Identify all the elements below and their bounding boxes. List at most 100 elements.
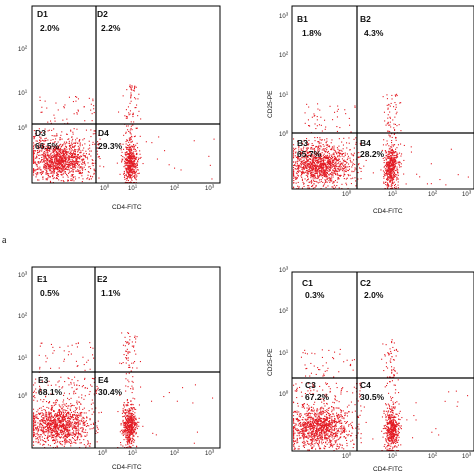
event-dot — [325, 172, 327, 174]
event-dot — [389, 152, 391, 154]
event-dot — [131, 179, 133, 181]
event-dot — [57, 419, 59, 421]
event-dot — [59, 144, 61, 146]
event-dot — [56, 433, 58, 435]
event-dot — [135, 423, 137, 425]
event-dot — [100, 411, 102, 413]
y-tick-label: 100 — [279, 130, 289, 139]
event-dot — [60, 174, 62, 176]
event-dot — [46, 147, 48, 149]
event-dot — [317, 170, 319, 172]
event-dot — [39, 385, 41, 387]
event-dot — [36, 155, 38, 157]
event-dot — [48, 422, 50, 424]
event-dot — [93, 130, 95, 132]
event-dot — [66, 426, 68, 428]
event-dot — [315, 170, 317, 172]
event-dot — [382, 157, 384, 159]
event-dot — [68, 399, 70, 401]
event-dot — [33, 161, 35, 163]
event-dot — [311, 169, 313, 171]
event-dot — [397, 178, 399, 180]
event-dot — [43, 413, 45, 415]
event-dot — [65, 151, 67, 153]
event-dot — [41, 439, 43, 441]
event-dot — [321, 152, 323, 154]
event-dot — [43, 443, 45, 445]
event-dot — [42, 413, 44, 415]
event-dot — [66, 428, 68, 430]
event-dot — [36, 429, 38, 431]
event-dot — [58, 164, 60, 166]
event-dot — [77, 422, 79, 424]
event-dot — [331, 139, 333, 141]
event-dot — [126, 164, 128, 166]
event-dot — [396, 153, 398, 155]
event-dot — [129, 174, 131, 176]
event-dot — [312, 180, 314, 182]
event-dot — [339, 169, 341, 171]
event-dot — [393, 127, 395, 129]
event-dot — [70, 129, 72, 131]
event-dot — [132, 151, 134, 153]
event-dot — [390, 146, 392, 148]
event-dot — [62, 414, 64, 416]
event-dot — [84, 155, 86, 157]
event-dot — [88, 179, 90, 181]
event-dot — [70, 425, 72, 427]
event-dot — [53, 172, 55, 174]
y-tick-label: 102 — [279, 51, 289, 60]
event-dot — [388, 162, 390, 164]
event-dot — [385, 158, 387, 160]
event-dot — [47, 148, 49, 150]
event-dot — [66, 166, 68, 168]
event-dot — [127, 432, 129, 434]
event-dot — [56, 419, 58, 421]
event-dot — [55, 150, 57, 152]
event-dot — [318, 141, 320, 143]
event-dot — [358, 156, 360, 158]
event-dot — [331, 180, 333, 182]
event-dot — [62, 386, 64, 388]
event-dot — [354, 169, 356, 171]
event-dot — [396, 155, 398, 157]
event-dot — [67, 420, 69, 422]
event-dot — [313, 166, 315, 168]
event-dot — [44, 140, 46, 142]
event-dot — [35, 438, 37, 440]
event-dot — [331, 154, 333, 156]
event-dot — [130, 154, 132, 156]
event-dot — [58, 409, 60, 411]
event-dot — [72, 145, 74, 147]
event-dot — [386, 173, 388, 175]
event-dot — [93, 423, 95, 425]
event-dot — [71, 140, 73, 142]
event-dot — [128, 416, 130, 418]
event-dot — [41, 156, 43, 158]
event-dot — [322, 174, 324, 176]
event-dot — [52, 436, 54, 438]
event-dot — [128, 166, 130, 168]
event-dot — [135, 107, 137, 109]
event-dot — [134, 145, 136, 147]
event-dot — [324, 183, 326, 185]
event-dot — [391, 152, 393, 154]
event-dot — [391, 153, 393, 155]
event-dot — [40, 420, 42, 422]
event-dot — [52, 157, 54, 159]
event-dot — [70, 130, 72, 132]
event-dot — [331, 146, 333, 148]
event-dot — [126, 425, 128, 427]
event-dot — [44, 140, 46, 142]
event-dot — [388, 165, 390, 167]
event-dot — [131, 426, 133, 428]
event-dot — [391, 156, 393, 158]
event-dot — [66, 423, 68, 425]
event-dot — [306, 168, 308, 170]
event-dot — [322, 154, 324, 156]
event-dot — [132, 161, 134, 163]
event-dot — [387, 122, 389, 124]
event-dot — [313, 155, 315, 157]
event-dot — [322, 172, 324, 174]
event-dot — [74, 163, 76, 165]
